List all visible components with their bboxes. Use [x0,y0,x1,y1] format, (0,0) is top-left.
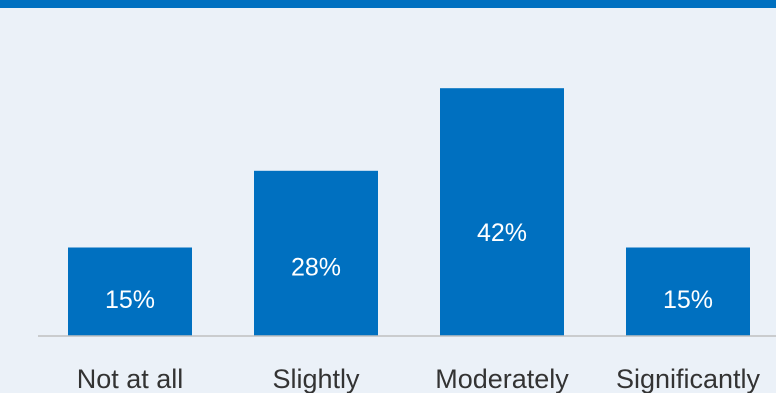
category-label-1: Slightly [272,364,360,393]
category-labels-group: Not at all Slightly Moderately Significantl… [77,364,761,393]
bar-2 [440,88,564,336]
bar-value-label-0: 15% [105,286,155,314]
bar-value-label-3: 15% [663,286,713,314]
bars-group: 15% 28% 42% 15% [68,88,750,336]
bar-value-label-1: 28% [291,254,341,282]
bar-3 [626,247,750,336]
bar-value-label-2: 42% [477,219,527,247]
bar-1 [254,170,378,336]
top-accent-bar [0,0,776,8]
category-label-2: Moderately [435,364,569,393]
bar-0 [68,247,192,336]
category-label-3: Significantly [616,364,761,393]
category-label-0: Not at all [77,364,184,393]
